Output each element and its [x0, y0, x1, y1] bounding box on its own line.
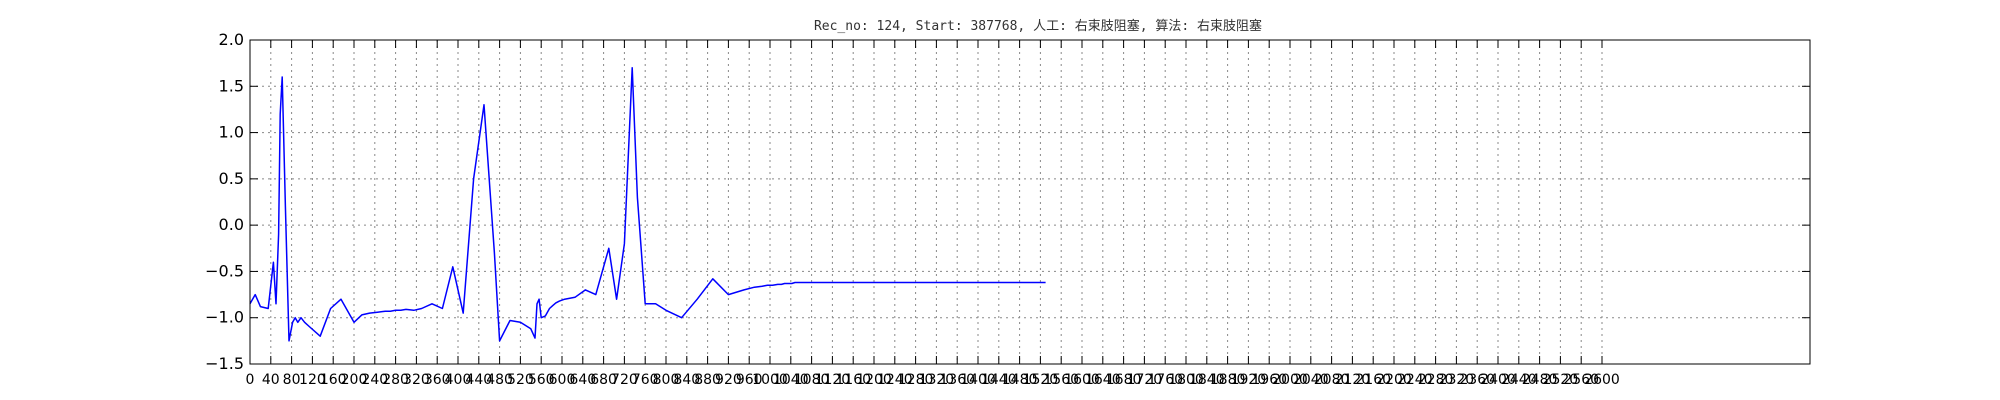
x-tick-label: 1440	[981, 372, 1017, 388]
x-tick-label: 80	[283, 372, 301, 388]
x-tick-label: 1240	[877, 372, 913, 388]
y-tick-label: 1.0	[219, 123, 244, 142]
y-tick-label: 0.0	[219, 215, 244, 234]
x-tick-label: 1280	[898, 372, 934, 388]
x-tick-label: 160	[320, 372, 347, 388]
x-tick-label: 1320	[919, 372, 955, 388]
x-tick-label: 2240	[1397, 372, 1433, 388]
x-tick-label: 240	[361, 372, 388, 388]
grid	[249, 39, 1810, 365]
x-tick-label: 1040	[773, 372, 809, 388]
x-tick-label: 120	[299, 372, 326, 388]
x-tick-label: 2360	[1459, 372, 1495, 388]
x-tick-label: 800	[653, 372, 680, 388]
x-tick-label: 2520	[1543, 372, 1579, 388]
x-tick-label: 760	[632, 372, 659, 388]
x-tick-label: 480	[486, 372, 513, 388]
x-tick-label: 2400	[1480, 372, 1516, 388]
x-tick-label: 320	[403, 372, 430, 388]
x-tick-label: 520	[507, 372, 534, 388]
plot-frame	[249, 39, 1811, 365]
x-tick-label: 1520	[1023, 372, 1059, 388]
x-tick-label: 2040	[1293, 372, 1329, 388]
x-tick-label: 2000	[1272, 372, 1308, 388]
x-tick-label: 1360	[939, 372, 975, 388]
x-tick-label: 1400	[960, 372, 996, 388]
x-tick-label: 880	[694, 372, 721, 388]
x-tick-label: 200	[341, 372, 368, 388]
x-tick-label: 1840	[1189, 372, 1225, 388]
chart-title: Rec_no: 124, Start: 387768, 人工: 右束肢阻塞, 算…	[814, 18, 1262, 34]
y-tick-label: −1.0	[205, 308, 244, 327]
x-tick-label: 2320	[1439, 372, 1475, 388]
x-tick-label: 2200	[1376, 372, 1412, 388]
y-tick-label: 2.0	[219, 30, 244, 49]
x-tick-label: 1680	[1106, 372, 1142, 388]
x-tick-label: 1920	[1231, 372, 1267, 388]
x-tick-label: 2080	[1314, 372, 1350, 388]
x-tick-label: 960	[736, 372, 763, 388]
x-tick-label: 600	[549, 372, 576, 388]
series-line	[249, 67, 1046, 342]
x-tick-label: 280	[382, 372, 409, 388]
x-tick-label: 1800	[1168, 372, 1204, 388]
x-tick-label: 1120	[815, 372, 851, 388]
x-axis: 0 40 8012016020024028032036040044048052056…	[246, 40, 1620, 388]
y-tick-label: 0.5	[219, 169, 244, 188]
x-tick-label: 920	[715, 372, 742, 388]
x-tick-label: 1200	[856, 372, 892, 388]
x-tick-label: 680	[590, 372, 617, 388]
x-tick-label: 0	[246, 372, 255, 388]
y-tick-label: 1.5	[219, 76, 244, 95]
x-tick-label: 1600	[1064, 372, 1100, 388]
x-tick-label: 1000	[752, 372, 788, 388]
y-tick-label: −1.5	[205, 354, 244, 373]
y-tick-label: −0.5	[205, 261, 244, 280]
x-tick-label: 720	[611, 372, 638, 388]
x-tick-label: 1160	[835, 372, 871, 388]
x-tick-label: 640	[569, 372, 596, 388]
x-tick-label: 840	[673, 372, 700, 388]
x-tick-label: 1760	[1147, 372, 1183, 388]
x-tick-label: 2560	[1563, 372, 1599, 388]
x-tick-label: 1560	[1043, 372, 1079, 388]
y-axis: 2.0 1.5 1.0 0.5 0.0 −0.5 −1.0 −1.5	[205, 30, 1810, 373]
x-tick-label: 360	[424, 372, 451, 388]
x-tick-label: 40	[262, 372, 280, 388]
x-tick-label: 1880	[1210, 372, 1246, 388]
x-tick-label: 2120	[1335, 372, 1371, 388]
x-tick-label: 440	[465, 372, 492, 388]
x-tick-label: 1720	[1127, 372, 1163, 388]
series-layer	[249, 67, 1046, 342]
x-tick-label: 1960	[1251, 372, 1287, 388]
x-tick-label: 560	[528, 372, 555, 388]
x-tick-label: 1480	[1002, 372, 1038, 388]
x-tick-label: 2600	[1584, 372, 1620, 388]
x-tick-label: 1080	[794, 372, 830, 388]
x-tick-label: 1640	[1085, 372, 1121, 388]
x-tick-label: 2440	[1501, 372, 1537, 388]
x-tick-label: 400	[445, 372, 472, 388]
x-tick-label: 2280	[1418, 372, 1454, 388]
x-tick-label: 2160	[1355, 372, 1391, 388]
x-tick-label: 2480	[1522, 372, 1558, 388]
